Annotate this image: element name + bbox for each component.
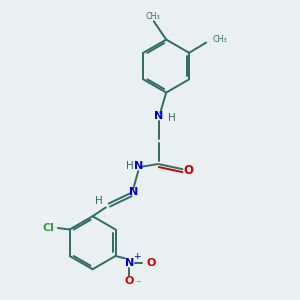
Text: H: H: [168, 113, 176, 124]
Text: ⁻: ⁻: [135, 279, 140, 289]
Text: N: N: [125, 258, 134, 268]
Text: N: N: [154, 111, 164, 121]
Text: Cl: Cl: [43, 223, 54, 233]
Text: CH₃: CH₃: [213, 35, 227, 44]
Text: O: O: [125, 276, 134, 286]
Text: O: O: [146, 258, 156, 268]
Text: O: O: [184, 164, 194, 177]
Text: H: H: [95, 196, 103, 206]
Text: CH₃: CH₃: [145, 11, 160, 20]
Text: +: +: [133, 252, 141, 261]
Text: N: N: [134, 161, 143, 172]
Text: H: H: [125, 161, 133, 172]
Text: N: N: [129, 187, 138, 197]
